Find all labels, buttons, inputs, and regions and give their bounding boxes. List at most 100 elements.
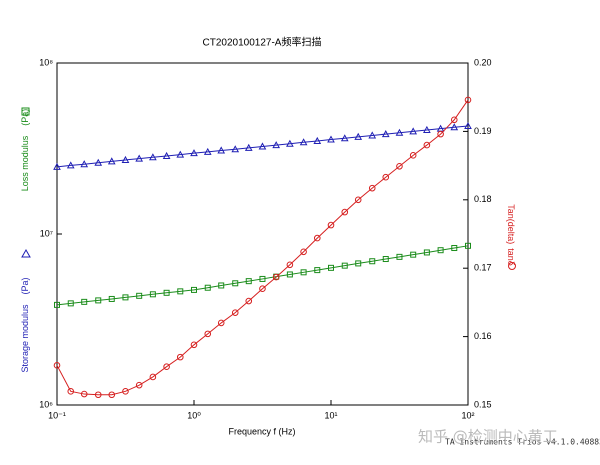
legend-symbol: [508, 262, 516, 270]
data-point: [94, 391, 102, 399]
x-axis-label: Frequency f (Hz): [228, 426, 295, 436]
data-point: [300, 269, 307, 276]
data-point: [149, 373, 157, 381]
data-point: [409, 127, 418, 135]
y2-tick-label: 0.19: [474, 126, 492, 136]
data-point: [67, 300, 74, 307]
data-point: [395, 128, 404, 136]
data-point: [80, 390, 88, 398]
data-point: [204, 330, 212, 338]
axis-label: Storage modulus (Pa): [20, 277, 30, 372]
data-point: [381, 130, 390, 138]
legend-symbol: [21, 107, 30, 116]
data-point: [299, 138, 308, 146]
data-point: [176, 150, 185, 158]
data-point: [409, 152, 417, 159]
data-point: [327, 221, 335, 229]
axis-label-part: (Pa): [20, 277, 30, 294]
data-point: [81, 298, 88, 305]
data-point: [204, 284, 211, 291]
data-point: [176, 353, 184, 361]
data-point: [107, 157, 116, 165]
data-point: [465, 242, 471, 249]
data-point: [410, 251, 417, 258]
data-point: [259, 275, 266, 282]
data-point: [190, 341, 198, 349]
axis-label: Tan(delta) tanδ: [506, 204, 516, 266]
y-tick-label: 10⁶: [39, 399, 53, 409]
data-point: [450, 123, 459, 131]
y2-tick-label: 0.17: [474, 263, 492, 273]
axis-label-part: Loss modulus: [20, 135, 30, 191]
data-point: [450, 116, 458, 124]
data-point: [451, 245, 458, 252]
data-point: [67, 388, 75, 395]
data-point: [286, 271, 293, 278]
axis-label-part: tanδ: [506, 248, 516, 266]
data-point: [108, 295, 115, 302]
data-point: [163, 289, 170, 296]
data-point: [245, 297, 253, 305]
data-point: [53, 362, 61, 369]
data-point: [327, 135, 335, 143]
data-point: [328, 264, 334, 271]
data-point: [272, 141, 281, 149]
data-point: [354, 132, 363, 140]
data-point: [300, 248, 307, 256]
data-point: [464, 96, 472, 104]
software-note: TA Instruments Trios V4.1.0.40883: [445, 438, 600, 447]
data-point: [122, 294, 129, 301]
x-tick-label: 10⁻¹: [48, 410, 66, 420]
data-point: [94, 158, 103, 166]
data-point: [54, 301, 60, 308]
data-point: [231, 309, 239, 316]
data-point: [108, 391, 116, 399]
data-point: [355, 260, 362, 267]
data-point: [258, 142, 267, 150]
data-point: [190, 149, 198, 157]
data-point: [259, 285, 266, 293]
data-point: [313, 234, 321, 242]
data-point: [66, 161, 75, 169]
data-point: [340, 134, 349, 142]
data-point: [272, 273, 280, 281]
data-point: [368, 184, 376, 192]
axis-label-part: Tan(delta): [506, 204, 516, 244]
data-point: [368, 131, 377, 139]
data-point: [135, 154, 144, 162]
axis-label-part: (Pa): [20, 109, 30, 126]
data-point: [313, 136, 322, 144]
data-point: [121, 155, 130, 163]
x-tick-label: 10²: [461, 410, 474, 420]
data-point: [245, 278, 252, 285]
data-point: [341, 262, 348, 269]
y-tick-label: 10⁷: [40, 228, 53, 238]
chart-title: CT2020100127-A频率扫描: [203, 36, 322, 49]
data-point: [163, 363, 170, 370]
data-point: [162, 151, 171, 159]
data-point: [136, 292, 143, 299]
data-point: [423, 141, 431, 149]
data-point: [437, 130, 444, 138]
data-point: [382, 173, 390, 181]
data-point: [217, 319, 225, 327]
data-point: [191, 286, 197, 293]
data-point: [203, 147, 212, 155]
data-point: [423, 249, 430, 256]
x-tick-label: 10⁰: [187, 410, 201, 420]
y2-tick-label: 0.20: [474, 57, 492, 67]
data-point: [464, 121, 472, 130]
data-point: [53, 162, 61, 170]
data-point: [149, 291, 156, 298]
data-point: [80, 160, 89, 168]
series-line: [56, 99, 469, 396]
watermark: 知乎 @检测中心黄工: [418, 428, 558, 446]
data-point: [341, 208, 349, 216]
data-point: [382, 256, 389, 263]
data-point: [369, 258, 376, 265]
data-point: [149, 153, 157, 161]
data-point: [135, 381, 143, 389]
data-point: [437, 247, 444, 254]
